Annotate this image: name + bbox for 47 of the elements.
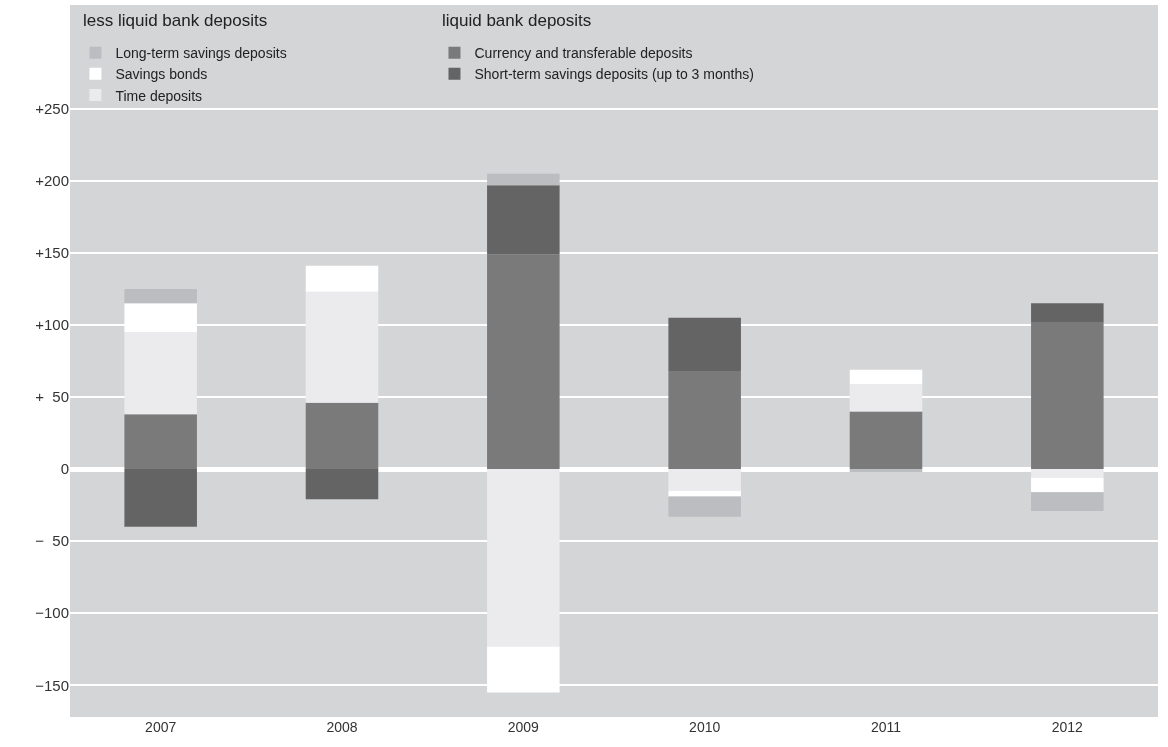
x-tick-label: 2008 [326, 719, 358, 735]
bar [668, 469, 741, 491]
annotation: less liquid bank deposits [83, 11, 268, 30]
bar [124, 288, 197, 304]
y-tick-label: 0 [60, 460, 69, 478]
bar [849, 369, 923, 385]
bar [849, 411, 923, 470]
legend-label: Time deposits [115, 87, 203, 104]
bar [668, 496, 741, 517]
bar [305, 402, 379, 470]
bar [305, 265, 379, 292]
y-tick-label: +200 [35, 172, 69, 190]
bar [1031, 469, 1104, 478]
bar [849, 469, 923, 472]
bar [487, 469, 560, 647]
x-tick-label: 2007 [145, 719, 177, 735]
bar [1031, 322, 1104, 470]
bar [668, 371, 741, 470]
bar [305, 469, 379, 500]
y-tick-label: − 50 [35, 532, 69, 550]
bar [1031, 477, 1104, 493]
bar [487, 173, 560, 186]
x-tick-label: 2012 [1051, 719, 1084, 735]
bar [124, 332, 197, 415]
bar [487, 254, 560, 470]
bar [305, 291, 379, 403]
y-tick-label: −100 [35, 604, 69, 622]
bar [124, 414, 197, 470]
annotation: liquid bank deposits [442, 11, 592, 30]
legend-label: Savings bonds [115, 66, 208, 83]
bar [1031, 492, 1104, 511]
x-tick-label: 2009 [507, 719, 540, 735]
bar [124, 469, 197, 527]
y-tick-label: +150 [35, 244, 69, 262]
y-tick-label: +250 [35, 100, 69, 118]
bar [849, 384, 923, 412]
legend-label: Short-term savings deposits (up to 3 months) [474, 66, 754, 83]
bar [487, 185, 560, 255]
bar [668, 317, 741, 372]
y-tick-label: +100 [35, 316, 69, 334]
x-tick-label: 2011 [870, 719, 902, 735]
y-tick-label: + 50 [35, 388, 69, 406]
legend-label: Currency and transferable deposits [474, 45, 693, 62]
y-tick-label: −150 [35, 676, 69, 694]
bar [1031, 303, 1104, 323]
legend-label: Long-term savings deposits [115, 45, 287, 62]
x-tick-label: 2010 [689, 719, 721, 735]
